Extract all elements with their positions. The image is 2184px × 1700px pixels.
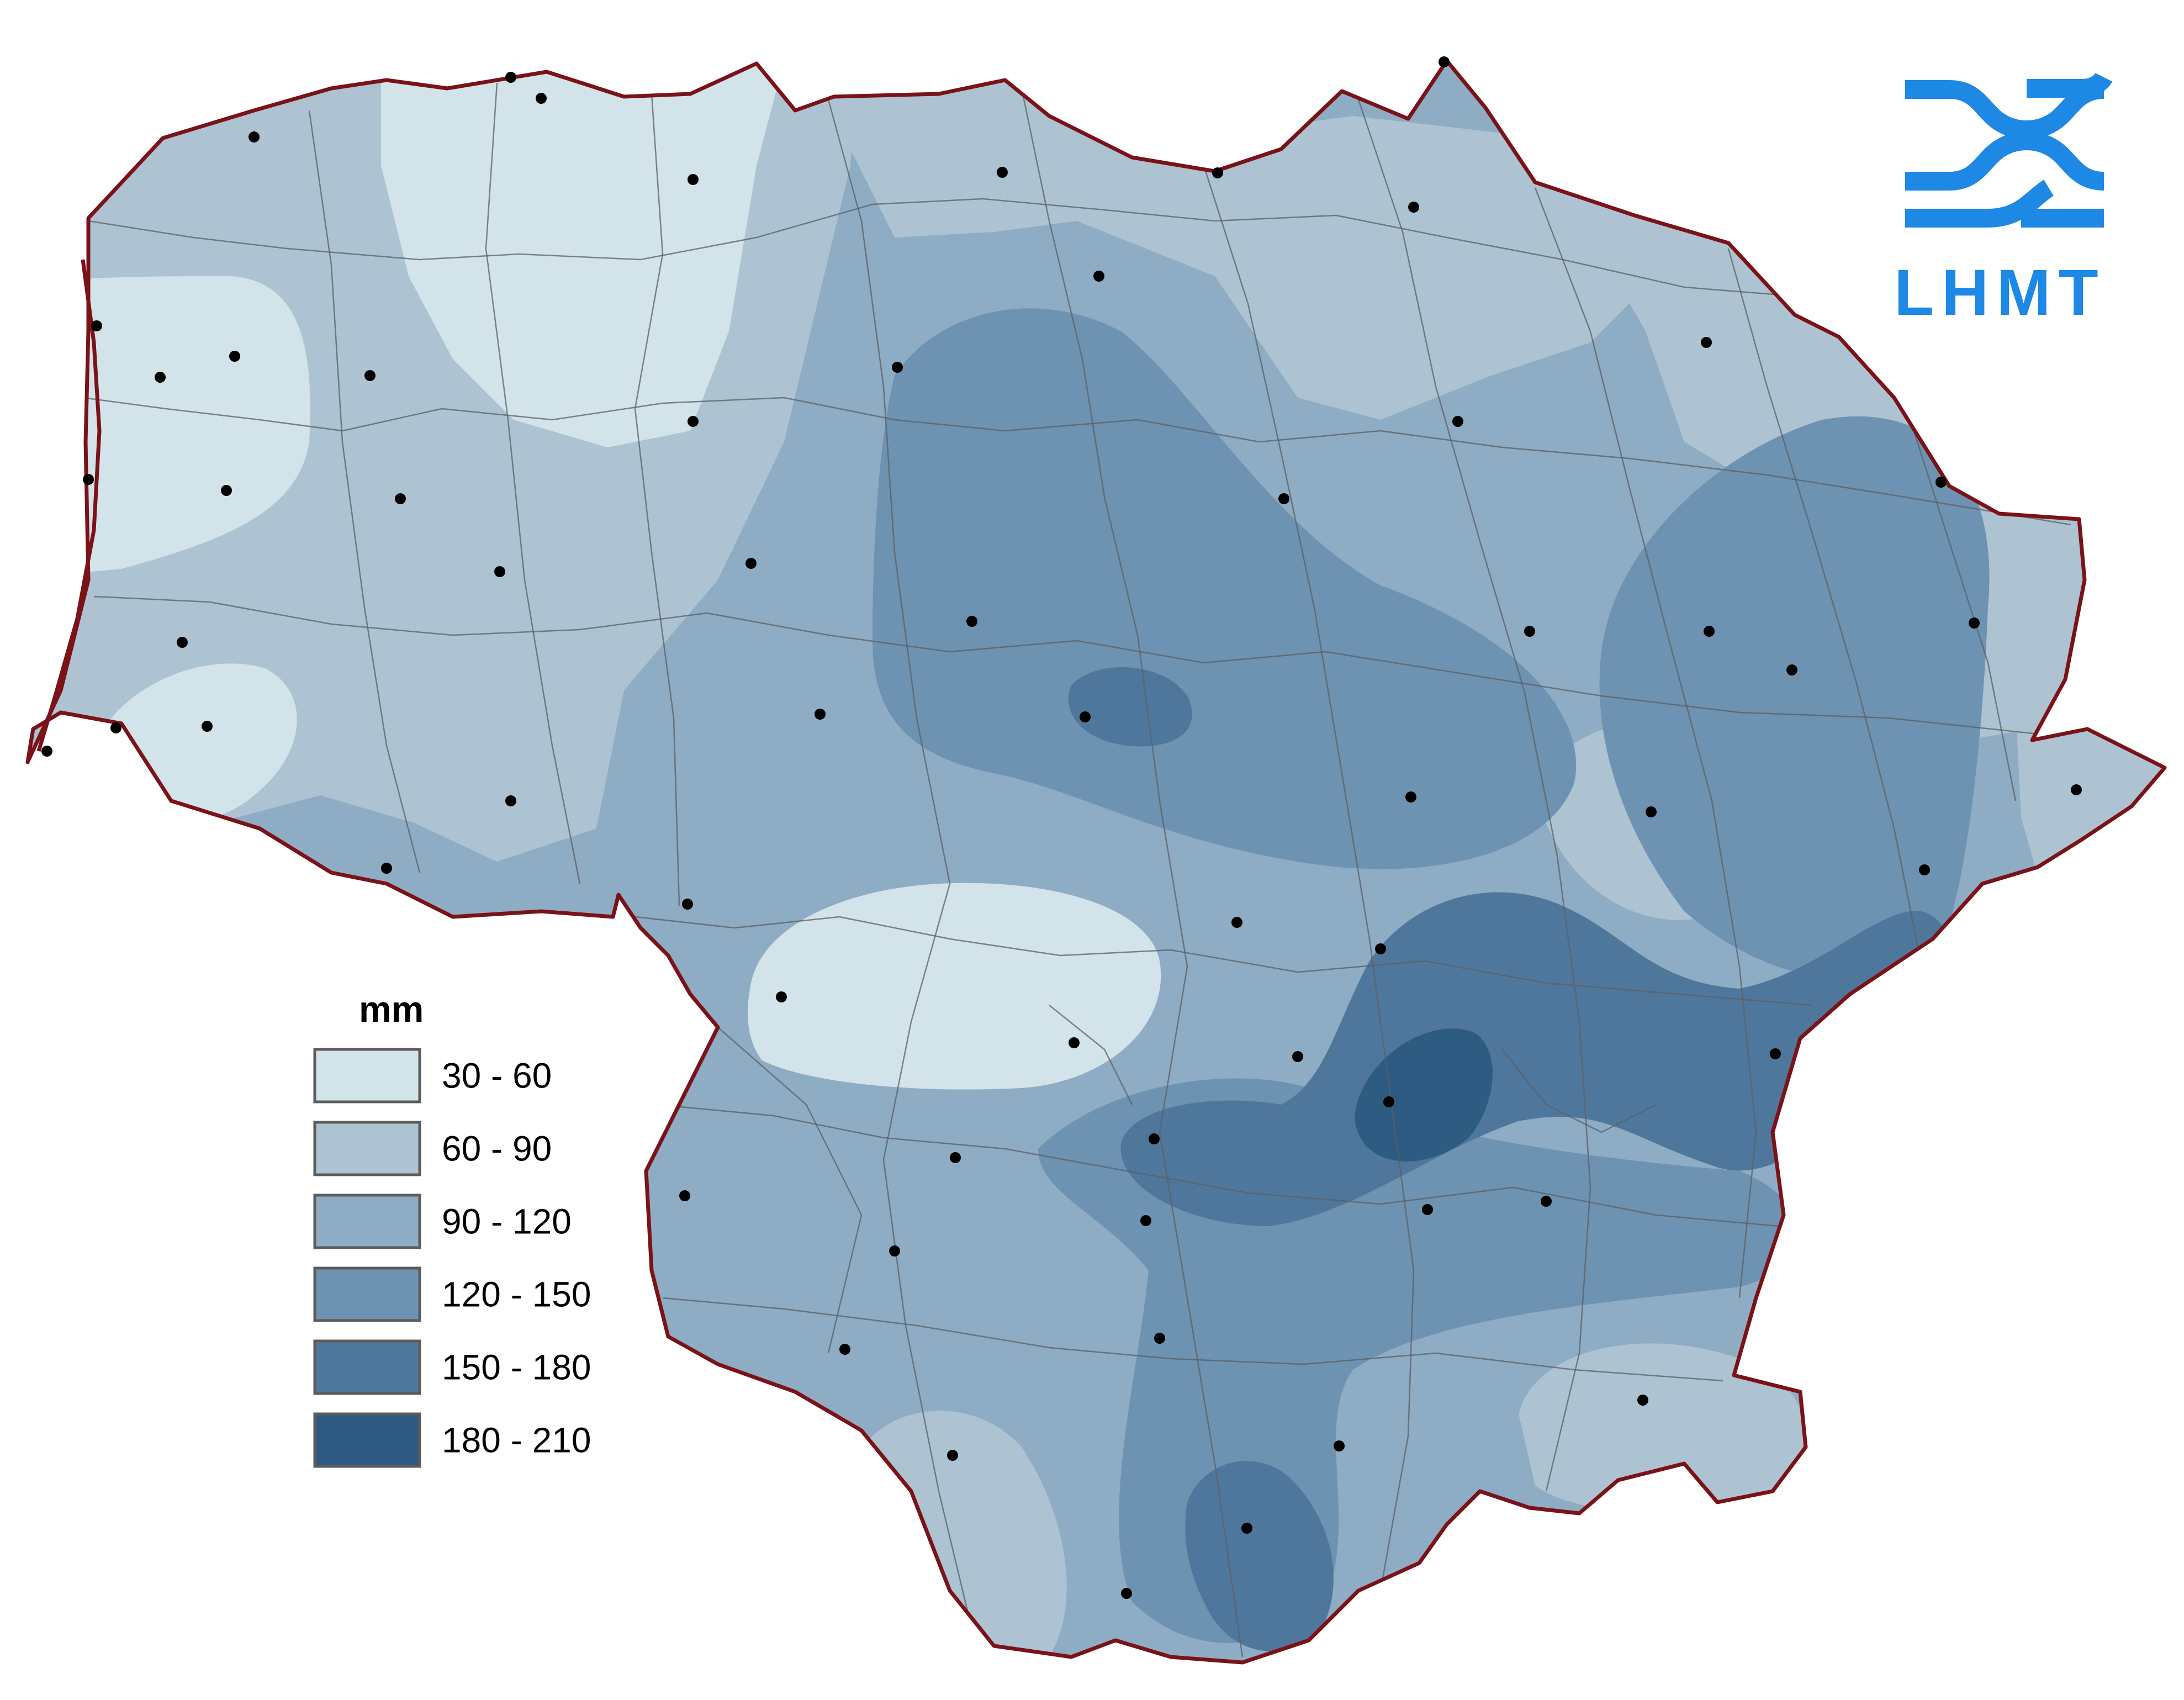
station-dot — [505, 72, 516, 83]
station-dot — [395, 493, 406, 504]
station-dot — [947, 1450, 958, 1461]
station-dot — [889, 1245, 900, 1256]
station-dot — [1292, 1051, 1303, 1062]
legend-swatch — [313, 1048, 421, 1104]
station-dot — [536, 93, 547, 104]
station-dot — [221, 485, 232, 496]
municipality-boundaries — [82, 82, 2071, 1657]
station-dot — [41, 746, 52, 757]
station-dot — [505, 795, 516, 806]
station-dot — [229, 351, 240, 362]
zone-150-180-center-small — [1068, 667, 1192, 747]
station-dot — [155, 372, 166, 383]
station-dot — [177, 637, 188, 648]
station-dot — [682, 899, 693, 910]
station-dot — [1637, 1395, 1648, 1406]
legend-label: 60 - 90 — [442, 1129, 552, 1169]
legend-swatch — [313, 1339, 421, 1395]
zone-120-150-central — [872, 308, 1577, 869]
logo-text: LHMT — [1894, 256, 2106, 329]
station-dot — [1212, 167, 1223, 178]
legend: mm 30 - 60 60 - 90 90 - 120 120 - 150 150 - … — [313, 989, 591, 1468]
station-dot — [83, 474, 94, 485]
station-dot — [1439, 56, 1450, 67]
station-dot — [1541, 1196, 1552, 1207]
station-dot — [1069, 1037, 1080, 1048]
legend-swatch — [313, 1266, 421, 1322]
station-dot — [815, 709, 826, 720]
station-dot — [966, 616, 977, 627]
legend-label: 180 - 210 — [442, 1421, 591, 1460]
station-dot — [110, 722, 121, 733]
station-dot — [688, 174, 699, 185]
zone-30-60-center — [748, 883, 1161, 1090]
station-dot — [1231, 917, 1242, 928]
station-dot — [1936, 477, 1947, 488]
legend-swatch — [313, 1121, 421, 1176]
station-dot — [1154, 1333, 1165, 1344]
station-dot — [1383, 1096, 1394, 1107]
station-dot — [892, 362, 903, 373]
curonian-spit — [36, 259, 102, 752]
station-dot — [745, 558, 757, 569]
zone-60-90-southeast — [1519, 1343, 1805, 1512]
station-dot — [202, 721, 213, 732]
station-dot — [1334, 1440, 1345, 1451]
station-dot — [494, 566, 505, 577]
zone-30-60-north — [381, 61, 784, 447]
station-dot — [1646, 806, 1657, 817]
station-dot — [1093, 271, 1104, 282]
station-dot — [248, 131, 260, 142]
station-dot — [1452, 416, 1463, 427]
legend-label: 30 - 60 — [442, 1056, 552, 1096]
station-dot — [1408, 202, 1419, 213]
weather-stations — [41, 56, 2082, 1599]
zone-150-180-south — [1185, 1461, 1334, 1651]
station-dot — [1969, 617, 1980, 629]
station-dot — [950, 1152, 961, 1163]
zone-180-210 — [1355, 1028, 1493, 1162]
legend-label: 90 - 120 — [442, 1202, 572, 1242]
lhmt-logo: LHMT — [1894, 72, 2113, 329]
station-dot — [1524, 626, 1535, 637]
legend-label: 120 - 150 — [442, 1275, 591, 1314]
station-dot — [839, 1344, 850, 1355]
station-dot — [1405, 791, 1416, 803]
station-dot — [1121, 1588, 1132, 1599]
station-dot — [1140, 1215, 1151, 1226]
station-dot — [1704, 626, 1715, 637]
station-dot — [2071, 784, 2082, 795]
station-dot — [1278, 493, 1289, 504]
station-dot — [688, 416, 699, 427]
station-dot — [997, 167, 1008, 178]
station-dot — [1149, 1133, 1160, 1144]
legend-swatch — [313, 1412, 421, 1468]
station-dot — [1770, 1048, 1781, 1059]
legend-label: 150 - 180 — [442, 1348, 591, 1387]
station-dot — [1919, 864, 1930, 875]
station-dot — [1786, 664, 1797, 675]
station-dot — [776, 991, 787, 1002]
zone-150-180-southeast-band — [1120, 892, 1951, 1226]
legend-unit: mm — [359, 989, 424, 1029]
station-dot — [1241, 1523, 1252, 1534]
lhmt-waves-icon — [1905, 72, 2113, 228]
zone-120-150-northeast — [1599, 416, 1990, 979]
zone-60-90-north — [817, 77, 1646, 420]
legend-swatch — [313, 1194, 421, 1249]
station-dot — [679, 1190, 690, 1201]
station-dot — [1422, 1204, 1433, 1215]
station-dot — [364, 370, 376, 381]
station-dot — [1701, 337, 1712, 348]
station-dot — [91, 320, 102, 331]
station-dot — [1375, 943, 1386, 954]
station-dot — [381, 863, 392, 874]
station-dot — [1080, 711, 1091, 722]
